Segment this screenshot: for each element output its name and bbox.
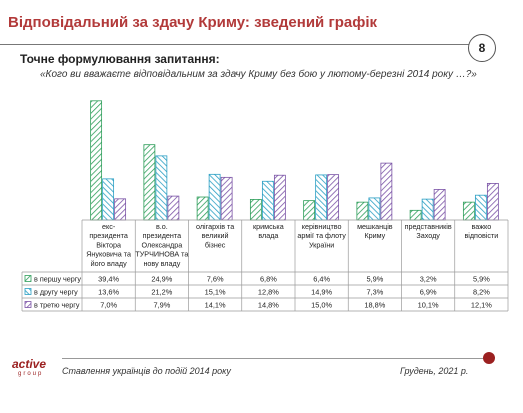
data-label-2-2: 21,2%: [151, 288, 172, 297]
bar-1-7: [409, 209, 422, 221]
bar-3-4: [273, 174, 286, 221]
page-title: Відповідальний за здачу Криму: зведений …: [8, 14, 378, 31]
data-label-1-3: 7,6%: [207, 275, 224, 284]
category-label: олігархів та великий бізнес: [196, 222, 234, 249]
legend-swatch-2: [24, 288, 32, 295]
data-label-2-6: 7,3%: [366, 288, 383, 297]
bar-3-6: [380, 162, 393, 221]
question-text: «Кого ви вважаєте відповідальним за здач…: [40, 69, 477, 80]
footer-date: Грудень, 2021 р.: [400, 366, 469, 376]
data-label-2-7: 6,9%: [420, 288, 437, 297]
bar-2-6: [368, 197, 381, 221]
data-label-3-3: 14,1%: [205, 301, 226, 310]
bar-1-1: [90, 100, 103, 221]
data-label-3-1: 7,0%: [100, 301, 117, 310]
bar-2-4: [261, 180, 274, 221]
footer-divider: [62, 358, 488, 359]
category-label: кримська влада: [253, 222, 284, 240]
title-divider: [0, 44, 470, 45]
bar-2-7: [421, 198, 434, 221]
bar-2-5: [315, 174, 328, 221]
data-label-3-6: 18,8%: [364, 301, 385, 310]
bar-2-1: [102, 178, 115, 221]
data-label-1-1: 39,4%: [98, 275, 119, 284]
bar-1-5: [303, 200, 316, 221]
bar-chart: екс-президента Віктора Януковича та його вл…: [21, 100, 509, 312]
data-label-3-4: 14,8%: [258, 301, 279, 310]
bar-1-6: [356, 201, 369, 221]
logo-subtext: group: [18, 371, 44, 377]
bar-3-8: [486, 182, 499, 221]
legend-label-2: в другу чергу: [34, 288, 78, 297]
bar-2-3: [208, 173, 221, 221]
question-heading: Точне формулювання запитання:: [20, 52, 220, 66]
data-label-1-2: 24,9%: [151, 275, 172, 284]
category-label: в.о. президента Олександра ТУРЧИНОВА та нову…: [135, 222, 188, 268]
legend-swatch-3: [24, 301, 32, 308]
category-label: представників Заходу: [405, 222, 452, 240]
data-label-3-8: 12,1%: [471, 301, 492, 310]
data-label-2-4: 12,8%: [258, 288, 279, 297]
data-label-3-2: 7,9%: [153, 301, 170, 310]
data-label-2-1: 13,6%: [98, 288, 119, 297]
legend-label-3: в третю чергу: [34, 301, 80, 310]
data-label-1-8: 5,9%: [473, 275, 490, 284]
footer-dot-icon: [483, 352, 495, 364]
bar-1-3: [196, 196, 209, 221]
data-label-2-5: 14,9%: [311, 288, 332, 297]
page-number: 8: [468, 34, 496, 62]
bar-3-3: [220, 176, 233, 221]
category-label: екс-президента Віктора Януковича та його вл…: [86, 222, 131, 268]
data-label-2-8: 8,2%: [473, 288, 490, 297]
data-label-1-4: 6,8%: [260, 275, 277, 284]
bar-1-8: [462, 201, 475, 221]
bar-2-8: [474, 194, 487, 221]
logo-text: active: [12, 357, 47, 371]
legend-label-1: в першу чергу: [34, 275, 81, 284]
data-label-1-7: 3,2%: [420, 275, 437, 284]
footer-survey-title: Ставлення українців до подій 2014 року: [62, 366, 231, 376]
bar-1-4: [249, 199, 262, 221]
data-label-1-6: 5,9%: [366, 275, 383, 284]
bar-1-2: [143, 144, 156, 221]
category-label: мешканців Криму: [357, 222, 393, 240]
data-label-1-5: 6,4%: [313, 275, 330, 284]
category-label: важко відповісти: [464, 222, 498, 240]
bar-3-2: [167, 195, 180, 221]
bar-2-2: [155, 155, 168, 221]
data-label-3-7: 10,1%: [418, 301, 439, 310]
bar-3-1: [114, 198, 127, 221]
legend-swatch-1: [24, 275, 32, 282]
bar-3-5: [327, 174, 340, 221]
bar-3-7: [433, 189, 446, 221]
category-label: керівництво армії та флоту України: [297, 222, 346, 249]
data-label-2-3: 15,1%: [205, 288, 226, 297]
data-label-3-5: 15,0%: [311, 301, 332, 310]
company-logo: active group: [8, 351, 52, 383]
